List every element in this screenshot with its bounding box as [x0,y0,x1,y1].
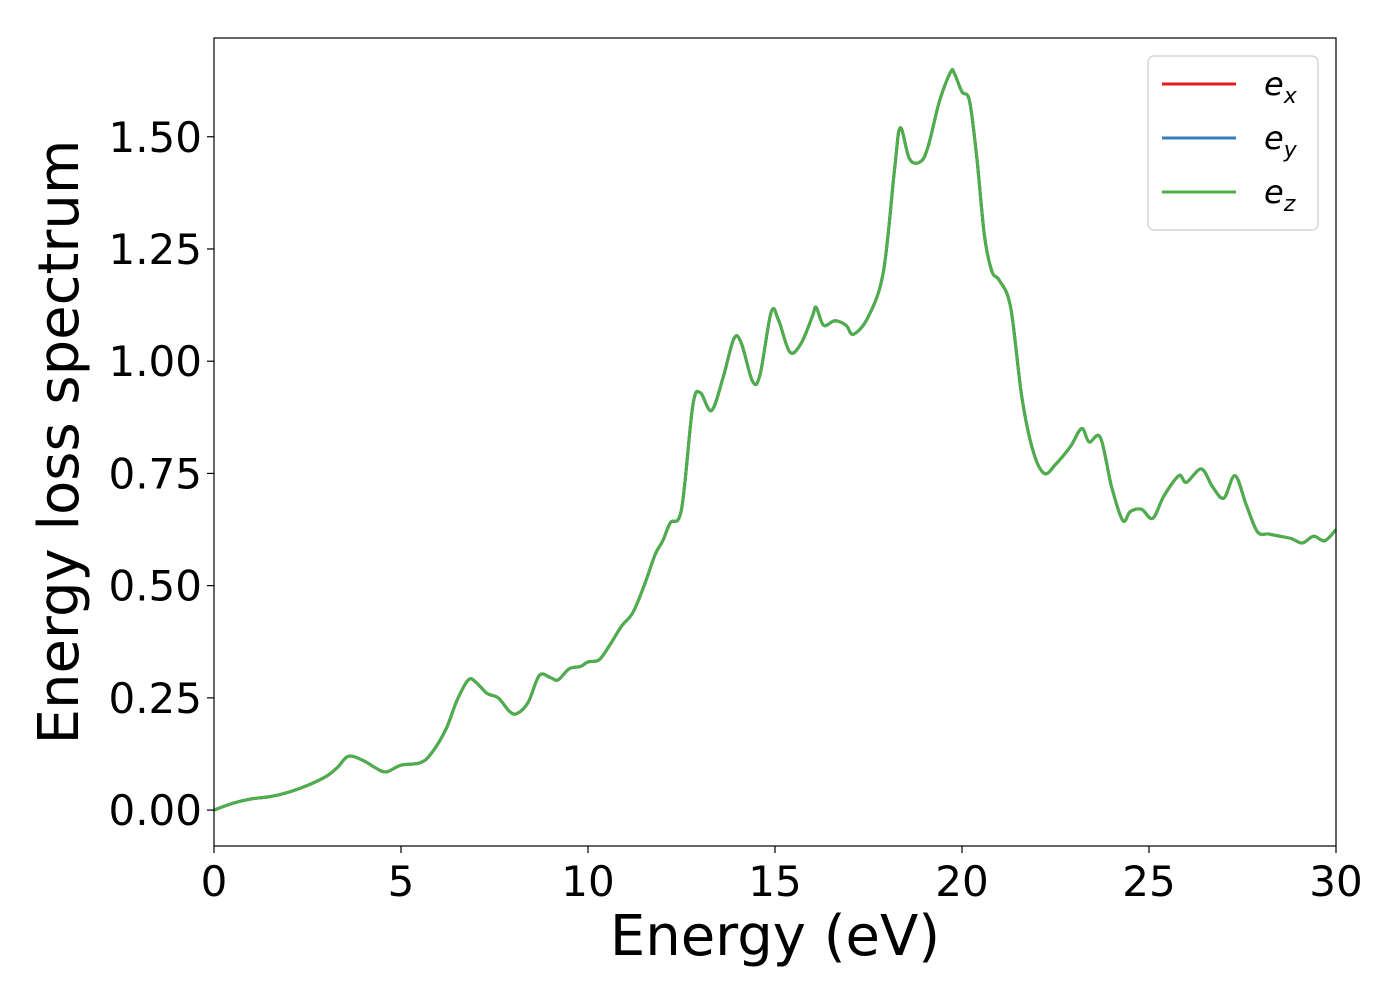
x-tick-label: 15 [748,857,801,906]
y-tick-label: 1.25 [108,225,202,274]
x-tick-label: 30 [1309,857,1362,906]
legend-label-base: e [1264,65,1284,103]
series-line-e_z [213,68,1338,812]
y-axis: 0.00 0.25 0.50 0.75 1.00 1.25 1.50 [108,113,214,835]
x-tick-label: 20 [935,857,988,906]
legend-label-subscript: z [1283,192,1296,217]
y-axis-title: Energy loss spectrum [27,140,92,745]
y-tick-label: 0.00 [108,786,202,835]
legend-label-x: ex [1264,65,1298,109]
legend-label-base: e [1264,173,1284,211]
legend-label-subscript: x [1283,84,1298,109]
legend-box [1147,55,1319,231]
legend-label-subscript: y [1283,138,1298,163]
x-tick-label: 25 [1122,857,1175,906]
x-tick-label: 0 [201,857,228,906]
y-tick-label: 0.25 [108,674,202,723]
x-tick-label: 10 [561,857,614,906]
y-tick-label: 0.50 [108,562,202,611]
legend-label-y: ey [1264,119,1298,163]
x-tick-label: 5 [388,857,415,906]
x-axis-title: Energy (eV) [610,904,940,969]
y-tick-label: 0.75 [108,449,202,498]
y-tick-label: 1.00 [108,337,202,386]
x-axis: 0 5 10 15 20 25 30 [201,846,1363,906]
series-layer [213,68,1338,812]
legend-label-base: e [1264,119,1284,157]
y-tick-label: 1.50 [108,113,202,162]
legend-label-z: ez [1264,173,1296,217]
